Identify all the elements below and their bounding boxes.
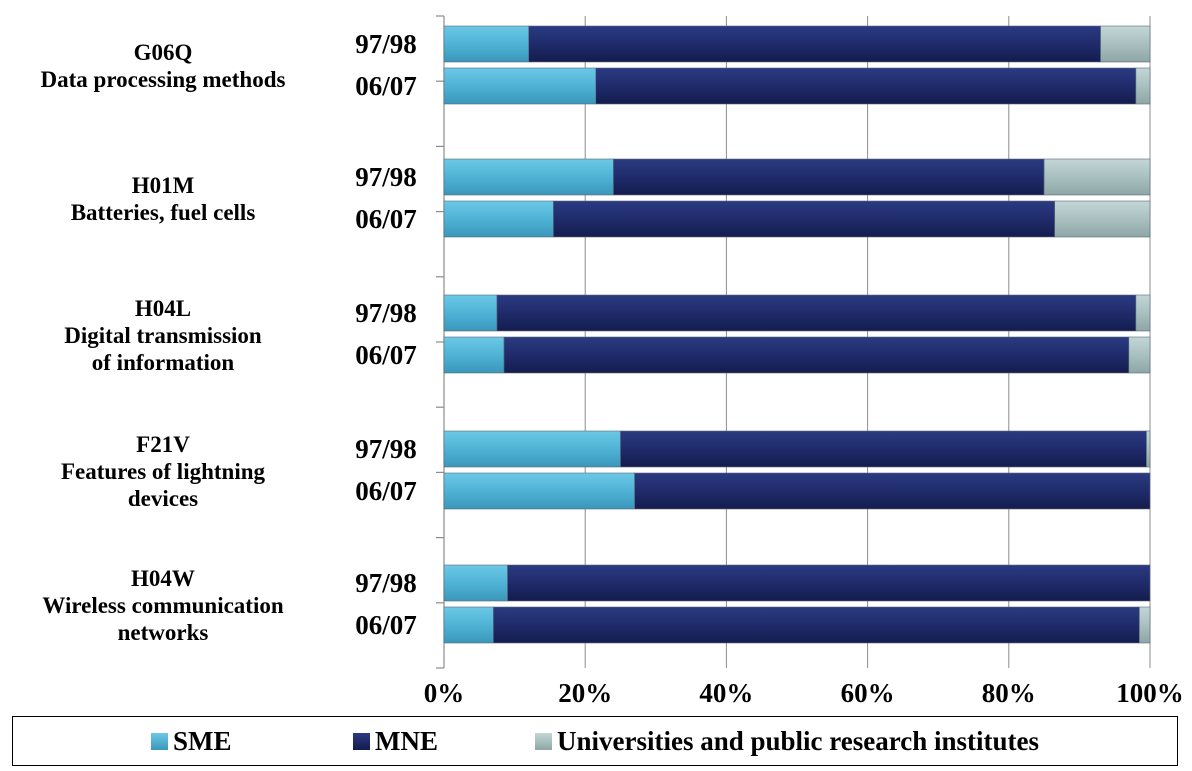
bar-segment: SME: 12% <box>443 25 530 63</box>
legend-label-universities: Universities and public research institu… <box>557 725 1040 756</box>
bar-segment: Universities and public research institu… <box>1139 606 1151 644</box>
bar-segment: Universities and public research institu… <box>1135 294 1151 332</box>
bar-segment: Universities and public research institu… <box>1128 336 1151 374</box>
bar-segment: MNE: 61% <box>613 158 1045 196</box>
bar-segment: Universities and public research institu… <box>1135 67 1151 105</box>
bar-segment: SME: 27% <box>443 472 635 510</box>
bar-segment: SME: 8.5% <box>443 336 505 374</box>
x-tick-label: 80% <box>982 678 1036 708</box>
bar-segment: SME: 21.5% <box>443 67 597 105</box>
bar-segment: SME: 7% <box>443 606 494 644</box>
bar-segment: MNE: 81% <box>528 25 1101 63</box>
legend-label-sme: SME <box>173 725 232 756</box>
category-code: H04L <box>135 296 191 321</box>
bar-segment: MNE: 74.5% <box>620 430 1147 468</box>
category-description: Features of lightning <box>61 459 266 484</box>
period-label: 97/98 <box>355 434 417 464</box>
category-description: Batteries, fuel cells <box>71 200 256 225</box>
period-label: 97/98 <box>355 29 417 59</box>
bar-segment: MNE: 91% <box>507 564 1151 602</box>
x-tick-label: 20% <box>558 678 612 708</box>
bar-segment: Universities and public research institu… <box>1054 200 1151 238</box>
bar-segment: MNE: 71% <box>553 200 1055 238</box>
bars: SME: 12%MNE: 81%Universities and public … <box>443 25 1151 644</box>
bar-segment: Universities and public research institu… <box>1146 430 1151 468</box>
legend-item-mne: MNE <box>353 717 438 765</box>
legend-label-mne: MNE <box>375 725 438 756</box>
category-description: Data processing methods <box>41 67 286 92</box>
period-label: 97/98 <box>355 298 417 328</box>
category-description: Digital transmission <box>64 323 262 348</box>
x-tick-label: 100% <box>1116 678 1184 708</box>
legend-item-sme: SME <box>151 717 232 765</box>
category-code: H04W <box>131 566 195 591</box>
period-label: 06/07 <box>355 204 417 234</box>
category-code: G06Q <box>134 40 193 65</box>
period-label: 06/07 <box>355 340 417 370</box>
bar-segment: SME: 9% <box>443 564 508 602</box>
period-label: 06/07 <box>355 476 417 506</box>
category-code: F21V <box>136 432 190 457</box>
y-axis <box>436 15 445 669</box>
bar-segment: MNE: 73% <box>634 472 1151 510</box>
period-label: 06/07 <box>355 71 417 101</box>
bar-segment: MNE: 76.5% <box>595 67 1137 105</box>
bar-segment: SME: 7.5% <box>443 294 498 332</box>
bar-segment: MNE: 91.5% <box>493 606 1140 644</box>
bar-segment: Universities and public research institu… <box>1043 158 1151 196</box>
bar-segment: MNE: 88.5% <box>503 336 1130 374</box>
category-description: devices <box>128 486 198 511</box>
legend-swatch-mne <box>353 732 370 750</box>
bar-segment: SME: 24% <box>443 158 614 196</box>
category-description: Wireless communication <box>42 593 283 618</box>
bar-segment: Universities and public research institu… <box>1100 25 1151 63</box>
period-label: 97/98 <box>355 162 417 192</box>
bar-segment: SME: 15.5% <box>443 200 554 238</box>
period-label: 06/07 <box>355 610 417 640</box>
x-tick-label: 0% <box>424 678 465 708</box>
category-code: H01M <box>132 173 195 198</box>
x-tick-label: 40% <box>699 678 753 708</box>
category-description: of information <box>92 350 235 375</box>
bar-segment: SME: 25% <box>443 430 621 468</box>
bar-segment: MNE: 90.5% <box>496 294 1137 332</box>
period-label: 97/98 <box>355 568 417 598</box>
legend-item-universities: Universities and public research institu… <box>535 717 1039 765</box>
legend-swatch-universities <box>535 732 552 750</box>
legend-swatch-sme <box>151 732 168 750</box>
x-tick-label: 60% <box>841 678 895 708</box>
legend: SME MNE Universities and public research… <box>12 716 1178 766</box>
category-description: networks <box>118 620 209 645</box>
